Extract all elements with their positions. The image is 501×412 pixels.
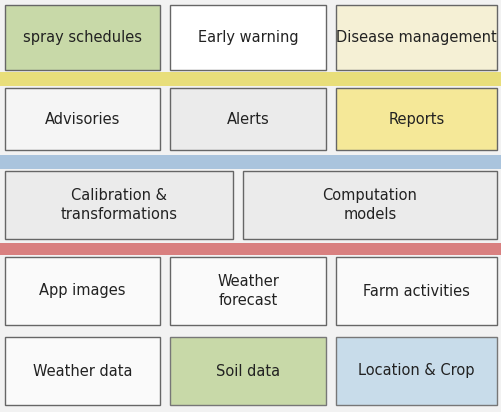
Bar (5, 171, 232, 239)
Text: Soil data: Soil data (215, 363, 280, 379)
Text: Location & Crop: Location & Crop (358, 363, 474, 379)
Text: Alerts: Alerts (226, 112, 269, 126)
Text: Weather
forecast: Weather forecast (216, 274, 279, 309)
Bar (335, 88, 496, 150)
Bar (335, 257, 496, 325)
Text: Advisories: Advisories (45, 112, 120, 126)
Bar (170, 88, 325, 150)
Bar (335, 5, 496, 70)
Bar (5, 88, 160, 150)
Text: Computation
models: Computation models (322, 187, 417, 222)
Bar (170, 257, 325, 325)
Text: Disease management: Disease management (336, 30, 496, 45)
Bar (5, 257, 160, 325)
Bar (170, 5, 325, 70)
Text: Reports: Reports (388, 112, 444, 126)
Text: App images: App images (39, 283, 125, 299)
Bar (242, 171, 496, 239)
Text: spray schedules: spray schedules (23, 30, 142, 45)
Text: Weather data: Weather data (33, 363, 132, 379)
Text: Farm activities: Farm activities (362, 283, 469, 299)
Bar (170, 337, 325, 405)
Bar (0, 243, 501, 255)
Bar (0, 155, 501, 169)
Text: Early warning: Early warning (197, 30, 298, 45)
Bar (5, 337, 160, 405)
Bar (335, 337, 496, 405)
Bar (5, 5, 160, 70)
Text: Calibration &
transformations: Calibration & transformations (61, 187, 177, 222)
Bar (0, 72, 501, 86)
